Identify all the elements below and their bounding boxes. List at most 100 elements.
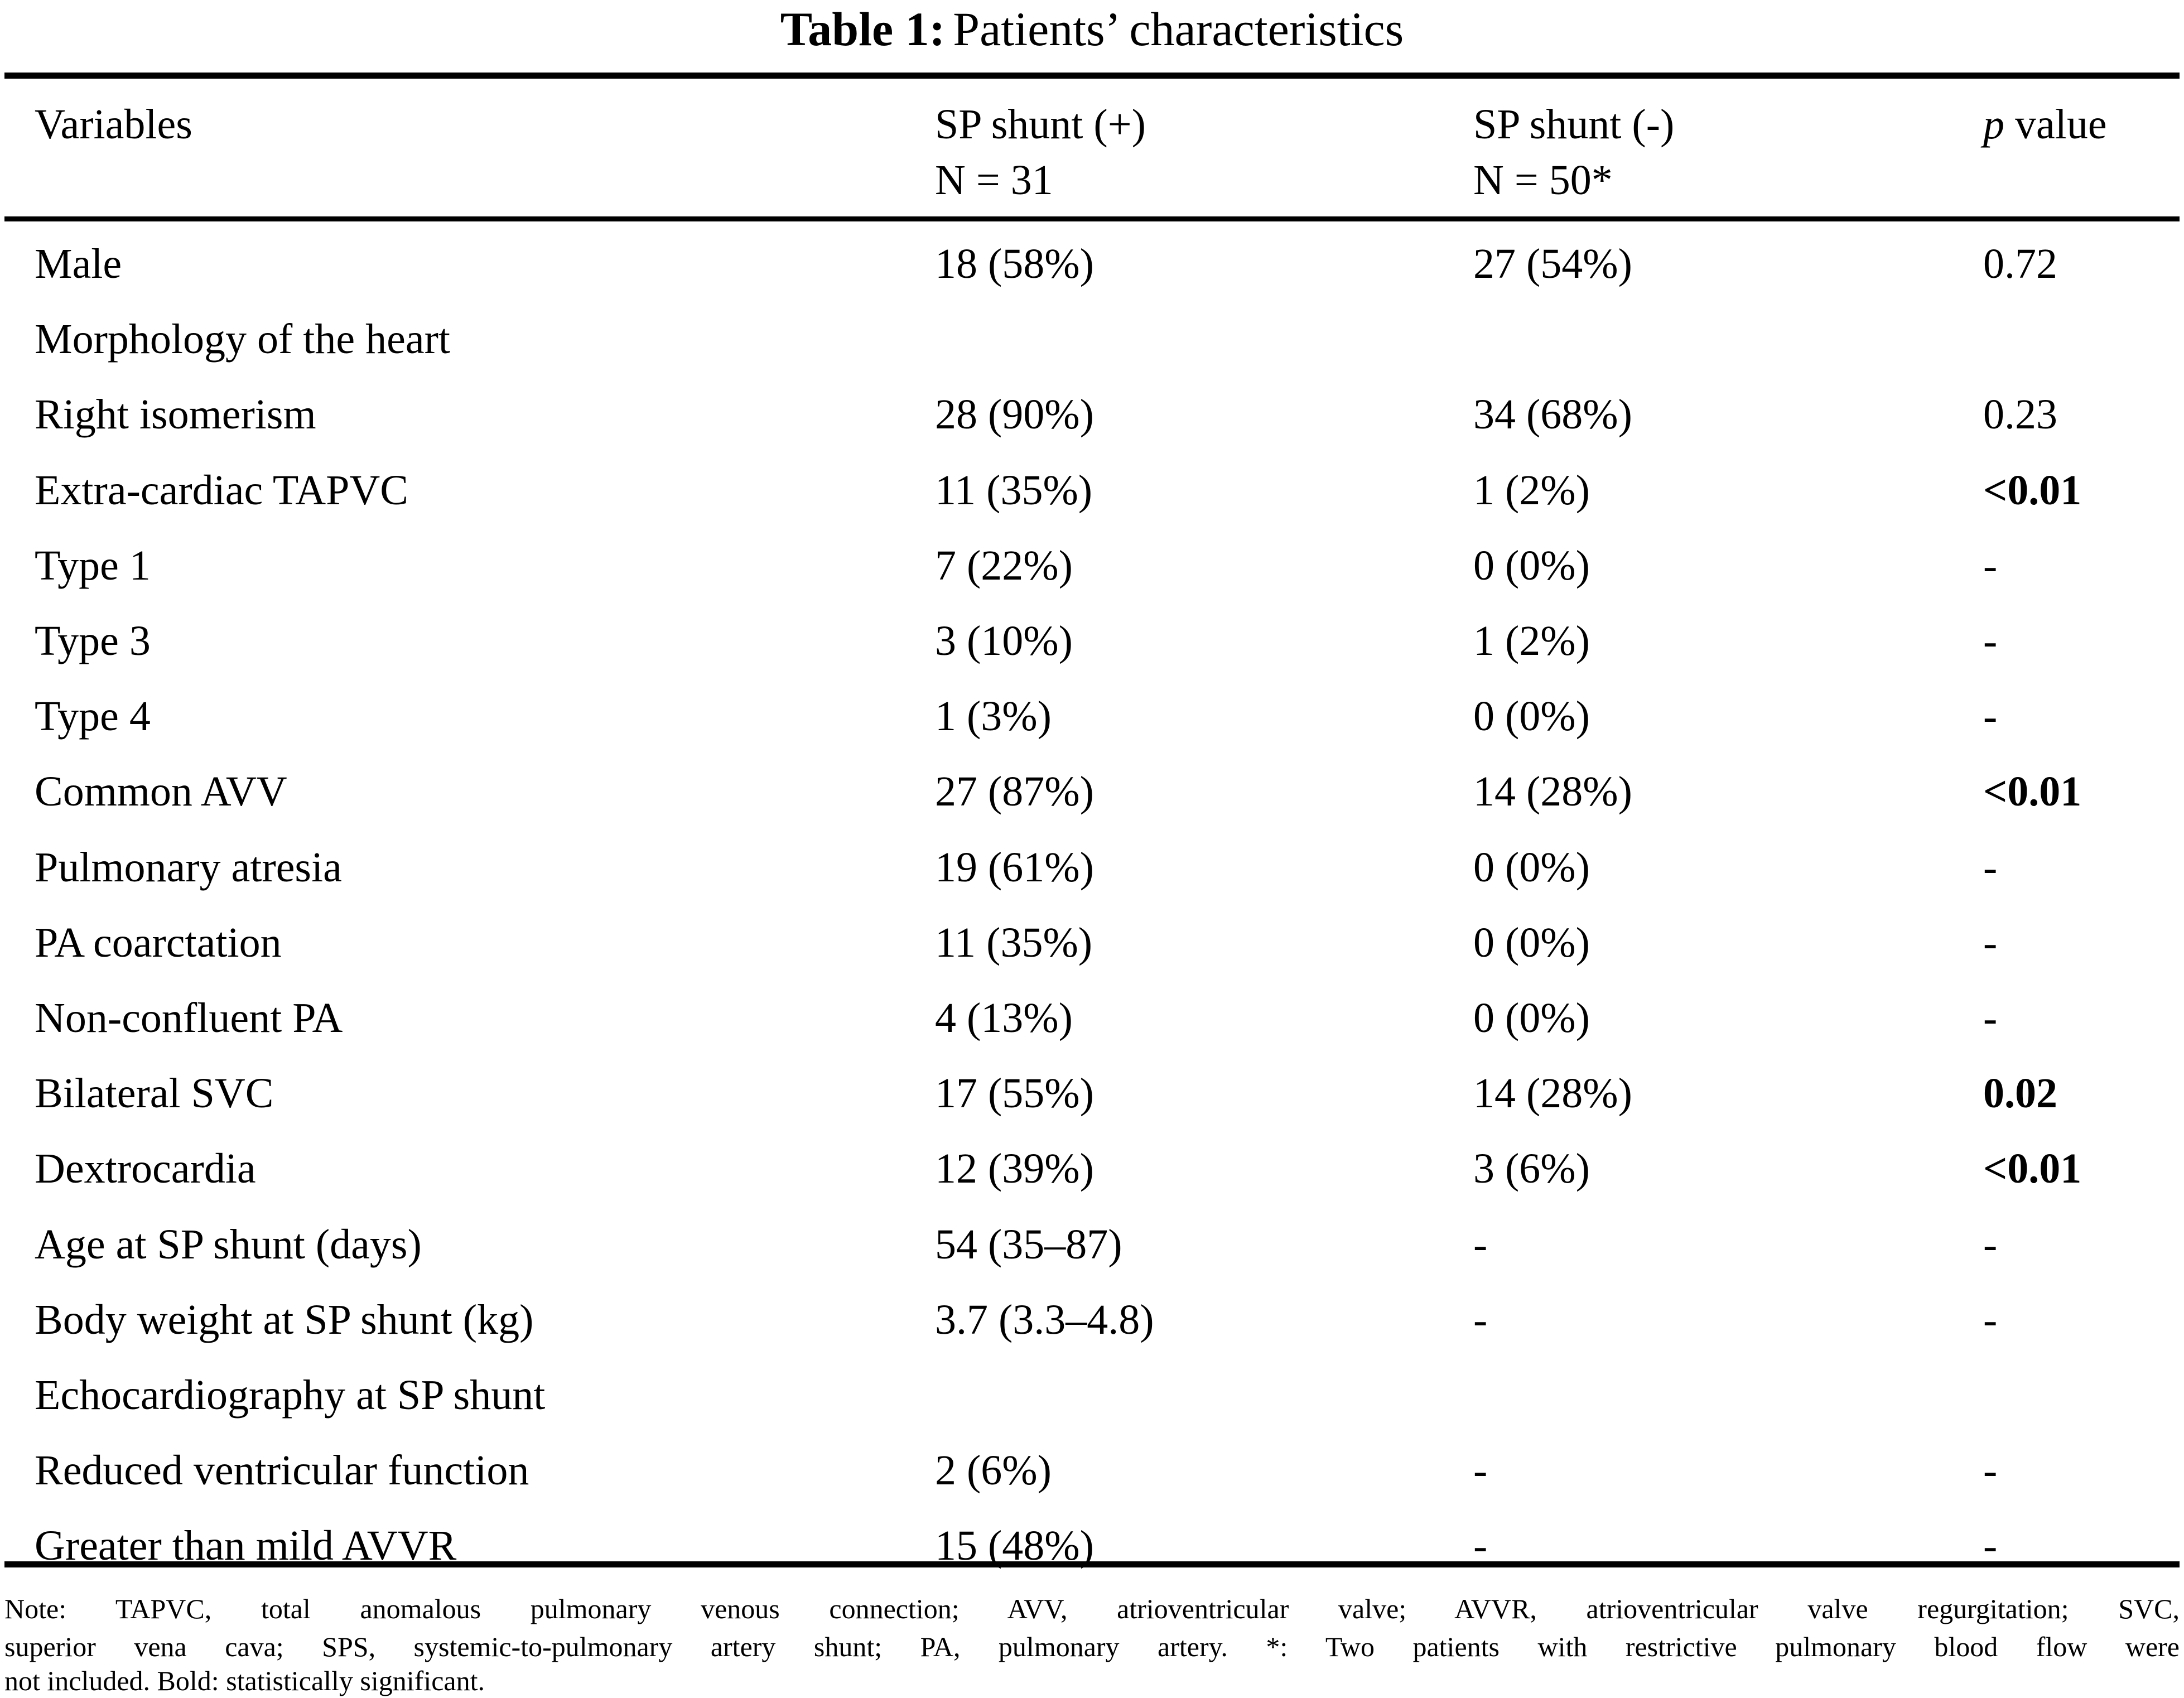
p-value-cell: <0.01 bbox=[1983, 1145, 2082, 1193]
sp-shunt-plus-label: SP shunt (+) bbox=[935, 101, 1146, 148]
p-italic: p bbox=[1983, 101, 2004, 148]
row-label: Body weight at SP shunt (kg) bbox=[35, 1296, 534, 1343]
sp-shunt-minus-cell: 1 (2%) bbox=[1473, 618, 1590, 664]
table-row: Greater than mild AVVR 15 (48%) - - bbox=[0, 1515, 2184, 1576]
sp-shunt-plus-cell: 1 (3%) bbox=[935, 693, 1052, 740]
column-header-variables: Variables bbox=[35, 97, 192, 152]
row-label: Type 3 bbox=[35, 618, 151, 664]
p-value-cell: <0.01 bbox=[1983, 768, 2082, 816]
table-row: Age at SP shunt (days) 54 (35–87) - - bbox=[0, 1214, 2184, 1275]
row-label: PA coarctation bbox=[35, 919, 282, 966]
sp-shunt-minus-cell: 14 (28%) bbox=[1473, 1070, 1632, 1117]
p-value-cell: - bbox=[1983, 995, 1998, 1041]
table-row: Echocardiography at SP shunt bbox=[0, 1364, 2184, 1426]
sp-shunt-plus-cell: 15 (48%) bbox=[935, 1522, 1094, 1570]
table-row: Morphology of the heart bbox=[0, 308, 2184, 370]
table-row: Extra-cardiac TAPVC 11 (35%) 1 (2%) <0.01 bbox=[0, 460, 2184, 521]
sp-shunt-minus-cell: 34 (68%) bbox=[1473, 391, 1632, 438]
footnote-line: superior vena cava; SPS, systemic-to-pul… bbox=[4, 1631, 2180, 1662]
footnote-line: Note: TAPVC, total anomalous pulmonary v… bbox=[4, 1593, 2180, 1624]
row-label: Dextrocardia bbox=[35, 1145, 256, 1193]
table-row: Male 18 (58%) 27 (54%) 0.72 bbox=[0, 233, 2184, 295]
table-row: Reduced ventricular function 2 (6%) - - bbox=[0, 1440, 2184, 1501]
table-row: Pulmonary atresia 19 (61%) 0 (0%) - bbox=[0, 837, 2184, 898]
table-row: Common AVV 27 (87%) 14 (28%) <0.01 bbox=[0, 761, 2184, 822]
p-value-header-label: p value bbox=[1983, 97, 2107, 152]
sp-shunt-minus-cell: 0 (0%) bbox=[1473, 542, 1590, 589]
sp-shunt-minus-label: SP shunt (-) bbox=[1473, 101, 1675, 148]
sp-shunt-plus-cell: 3.7 (3.3–4.8) bbox=[935, 1296, 1154, 1343]
sp-shunt-plus-cell: 4 (13%) bbox=[935, 995, 1073, 1041]
table-row: Type 1 7 (22%) 0 (0%) - bbox=[0, 535, 2184, 596]
p-value-cell: - bbox=[1983, 1221, 1998, 1268]
table-title-text: Patients’ characteristics bbox=[953, 2, 1404, 56]
p-value-cell: - bbox=[1983, 618, 1998, 664]
sp-shunt-minus-cell: 14 (28%) bbox=[1473, 768, 1632, 816]
table-row: Bilateral SVC 17 (55%) 14 (28%) 0.02 bbox=[0, 1063, 2184, 1124]
row-label: Type 4 bbox=[35, 693, 151, 740]
sp-shunt-minus-cell: - bbox=[1473, 1447, 1488, 1494]
sp-shunt-plus-cell: 54 (35–87) bbox=[935, 1221, 1122, 1268]
p-value-cell: - bbox=[1983, 919, 1998, 966]
sp-shunt-plus-cell: 7 (22%) bbox=[935, 542, 1073, 589]
p-value-cell: 0.23 bbox=[1983, 391, 2057, 438]
p-value-cell: - bbox=[1983, 1522, 1998, 1570]
table-row: Non-confluent PA 4 (13%) 0 (0%) - bbox=[0, 987, 2184, 1049]
sp-shunt-plus-cell: 27 (87%) bbox=[935, 768, 1094, 816]
header-rule bbox=[4, 216, 2180, 221]
row-label: Greater than mild AVVR bbox=[35, 1522, 457, 1570]
sp-shunt-plus-cell: 11 (35%) bbox=[935, 919, 1093, 966]
row-label: Echocardiography at SP shunt bbox=[35, 1372, 546, 1419]
sp-shunt-minus-cell: 0 (0%) bbox=[1473, 843, 1590, 891]
row-label: Age at SP shunt (days) bbox=[35, 1221, 422, 1268]
table-row: Type 3 3 (10%) 1 (2%) - bbox=[0, 610, 2184, 672]
sp-shunt-plus-cell: 11 (35%) bbox=[935, 466, 1093, 514]
table-title: Table 1: Patients’ characteristics bbox=[0, 0, 2184, 58]
column-header-p-value: p value bbox=[1983, 97, 2107, 152]
row-label: Common AVV bbox=[35, 768, 287, 816]
sp-shunt-plus-cell: 18 (58%) bbox=[935, 240, 1094, 287]
sp-shunt-minus-cell: 3 (6%) bbox=[1473, 1145, 1590, 1193]
row-label: Reduced ventricular function bbox=[35, 1447, 529, 1494]
sp-shunt-minus-cell: - bbox=[1473, 1296, 1488, 1343]
variables-header-label: Variables bbox=[35, 101, 192, 148]
sp-shunt-minus-cell: - bbox=[1473, 1221, 1488, 1268]
sp-shunt-plus-n: N = 31 bbox=[935, 157, 1053, 204]
table-row: Right isomerism 28 (90%) 34 (68%) 0.23 bbox=[0, 384, 2184, 445]
sp-shunt-minus-cell: 1 (2%) bbox=[1473, 466, 1590, 514]
sp-shunt-plus-cell: 2 (6%) bbox=[935, 1447, 1052, 1494]
p-value-cell: - bbox=[1983, 843, 1998, 891]
row-label: Pulmonary atresia bbox=[35, 843, 342, 891]
column-header-sp-shunt-plus: SP shunt (+) N = 31 bbox=[935, 97, 1146, 208]
column-header-sp-shunt-minus: SP shunt (-) N = 50* bbox=[1473, 97, 1674, 208]
row-label: Right isomerism bbox=[35, 391, 316, 438]
p-value-cell: - bbox=[1983, 693, 1998, 740]
p-value-cell: - bbox=[1983, 1296, 1998, 1343]
sp-shunt-minus-cell: 0 (0%) bbox=[1473, 995, 1590, 1041]
row-label: Morphology of the heart bbox=[35, 316, 451, 363]
p-value-cell: - bbox=[1983, 542, 1998, 589]
sp-shunt-minus-cell: 0 (0%) bbox=[1473, 693, 1590, 740]
sp-shunt-plus-cell: 19 (61%) bbox=[935, 843, 1094, 891]
sp-shunt-minus-cell: 0 (0%) bbox=[1473, 919, 1590, 966]
table-row: PA coarctation 11 (35%) 0 (0%) - bbox=[0, 912, 2184, 973]
p-value-cell: 0.02 bbox=[1983, 1070, 2057, 1117]
table-row: Type 4 1 (3%) 0 (0%) - bbox=[0, 686, 2184, 747]
row-label: Male bbox=[35, 240, 122, 287]
row-label: Non-confluent PA bbox=[35, 995, 343, 1041]
footnote-line: not included. Bold: statistically signif… bbox=[4, 1665, 485, 1696]
sp-shunt-minus-cell: 27 (54%) bbox=[1473, 240, 1632, 287]
p-rest: value bbox=[2015, 101, 2107, 148]
table-row: Body weight at SP shunt (kg) 3.7 (3.3–4.8… bbox=[0, 1289, 2184, 1350]
sp-shunt-plus-cell: 17 (55%) bbox=[935, 1070, 1094, 1117]
table-row: Dextrocardia 12 (39%) 3 (6%) <0.01 bbox=[0, 1138, 2184, 1199]
sp-shunt-minus-cell: - bbox=[1473, 1522, 1488, 1570]
top-rule bbox=[4, 73, 2180, 79]
row-label: Extra-cardiac TAPVC bbox=[35, 466, 408, 514]
sp-shunt-plus-cell: 3 (10%) bbox=[935, 618, 1073, 664]
p-value-cell: <0.01 bbox=[1983, 466, 2082, 514]
sp-shunt-minus-n: N = 50* bbox=[1473, 157, 1613, 204]
sp-shunt-plus-cell: 28 (90%) bbox=[935, 391, 1094, 438]
p-value-cell: 0.72 bbox=[1983, 240, 2057, 287]
